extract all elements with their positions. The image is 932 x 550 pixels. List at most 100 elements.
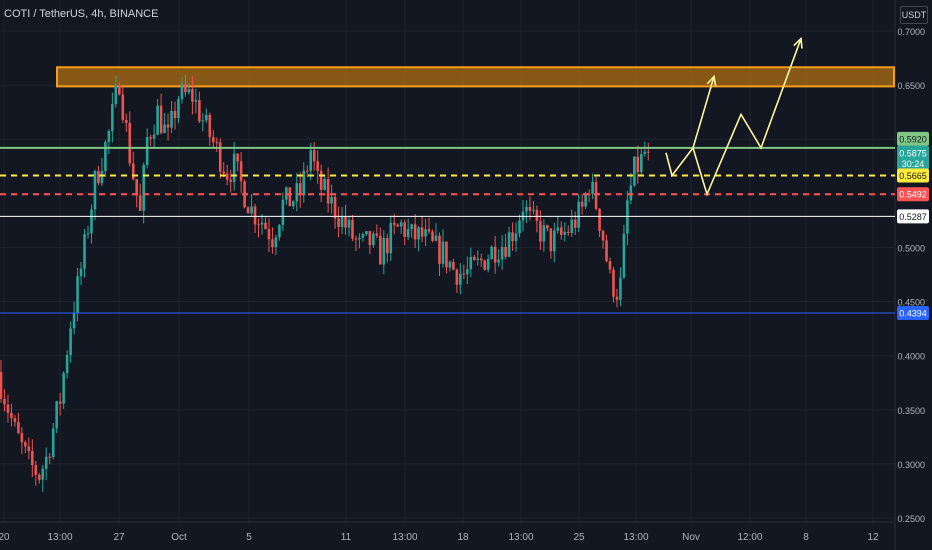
candle-body	[358, 237, 361, 240]
projection-arrows[interactable]	[665, 36, 803, 197]
candle-body	[351, 219, 354, 239]
candle-body	[472, 256, 476, 260]
projection-path[interactable]	[665, 38, 802, 197]
candle-body	[385, 237, 389, 254]
candle-body	[215, 142, 219, 144]
candle-body	[159, 105, 163, 133]
candle-body	[135, 179, 139, 196]
candle-body	[124, 120, 128, 123]
candle-body	[180, 84, 184, 100]
candle-body	[420, 227, 424, 237]
candle-body	[239, 161, 243, 182]
candle-body	[514, 233, 518, 242]
candle-body	[497, 259, 500, 263]
candle-body	[198, 100, 201, 122]
candle-body	[462, 273, 466, 275]
candle-body	[410, 224, 413, 230]
candle-body	[173, 111, 177, 118]
candle-body	[257, 224, 260, 226]
candle-body	[131, 163, 135, 180]
blue-level-badge-label: 0.4394	[899, 309, 927, 319]
level-lines[interactable]	[0, 146, 895, 314]
price-axis[interactable]: 0.70000.65000.60000.55000.50000.45000.40…	[897, 27, 925, 524]
candle-body	[591, 181, 594, 195]
candle-body	[208, 114, 212, 138]
candle-body	[79, 268, 83, 277]
candle-body	[218, 142, 222, 172]
candle-body	[594, 181, 598, 209]
candle-body	[382, 237, 386, 265]
arrow-head-icon	[706, 74, 717, 87]
candle-body	[278, 224, 281, 238]
resistance-zone[interactable]	[56, 66, 895, 88]
candle-body	[493, 246, 497, 263]
candle-body	[156, 105, 159, 135]
candle-body	[337, 218, 340, 227]
y-tick-label: 0.3000	[897, 460, 925, 470]
blue-level-badge	[897, 306, 929, 321]
candle-body	[615, 296, 619, 300]
candle-body	[232, 153, 236, 182]
candle-body	[333, 196, 337, 219]
candle-body	[587, 193, 591, 195]
candle-body	[500, 246, 504, 260]
candle-body	[288, 187, 292, 207]
candle-body	[563, 231, 567, 235]
candle-body	[455, 269, 459, 285]
candle-body	[90, 209, 93, 234]
candle-body	[392, 222, 396, 225]
y-tick-label: 0.4500	[897, 298, 925, 308]
x-tick-label: 25	[573, 532, 585, 543]
candle-body	[72, 313, 76, 329]
white-level-badge	[897, 209, 929, 224]
x-tick-label: 20	[0, 532, 10, 543]
candle-body	[577, 201, 580, 228]
projection-path-short[interactable]	[692, 76, 715, 149]
candle-body	[222, 171, 226, 174]
candle-body	[145, 137, 149, 165]
symbol-title[interactable]: COTI / TetherUS, 4h, BINANCE	[4, 8, 159, 20]
candle-body	[170, 111, 173, 128]
candle-body	[368, 231, 372, 246]
candle-body	[44, 456, 48, 469]
candle-body	[292, 201, 295, 207]
x-tick-label: 27	[113, 532, 125, 543]
time-axis[interactable]: 20 13:00 27 Oct 5 11 13:00 18 13:00 25 13:00 Nov 12:…	[0, 532, 879, 543]
candle-body	[225, 173, 229, 180]
candle-body	[375, 233, 379, 236]
candle-body	[619, 277, 622, 300]
x-tick-label: 11	[341, 532, 352, 543]
candle-body	[114, 85, 118, 105]
candle-body	[476, 258, 480, 260]
candle-body	[504, 246, 507, 257]
currency-label[interactable]: USDT	[900, 6, 928, 24]
candle-body	[34, 465, 38, 475]
candle-body	[532, 209, 535, 211]
candle-body	[605, 240, 608, 262]
candle-body	[246, 207, 250, 214]
candle-body	[434, 235, 438, 241]
candle-body	[205, 114, 208, 121]
candle-body	[535, 209, 539, 222]
candle-body	[309, 150, 313, 171]
green-level-badge-label: 0.5920	[899, 134, 927, 144]
candle-body	[399, 222, 403, 227]
candle-body	[97, 171, 100, 184]
yellow-level-badge-label: 0.5665	[899, 171, 927, 181]
candle-body	[459, 273, 462, 285]
y-tick-label: 0.6500	[897, 81, 925, 91]
candle-body	[633, 156, 636, 186]
candle-body	[111, 104, 114, 131]
candle-body	[149, 137, 152, 139]
x-tick-label: 13:00	[623, 532, 648, 543]
candle-body	[184, 84, 187, 93]
candle-body	[413, 224, 417, 240]
candle-body	[549, 228, 553, 252]
candle-body	[6, 404, 10, 413]
red-level-badge-label: 0.5492	[899, 190, 927, 200]
candle-body	[65, 355, 69, 374]
candle-body	[163, 124, 166, 133]
candle-body	[389, 222, 393, 254]
x-tick-label: Oct	[171, 532, 187, 543]
